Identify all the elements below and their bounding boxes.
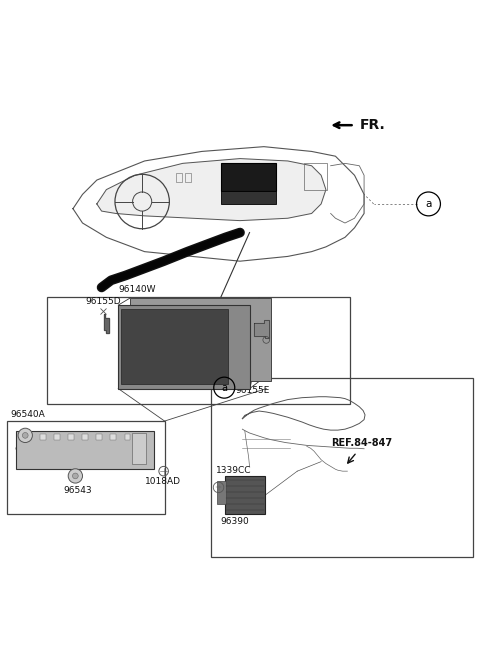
Circle shape — [72, 473, 78, 479]
Bar — [7, 421, 165, 514]
Bar — [221, 163, 276, 191]
Bar — [26, 434, 32, 440]
Bar — [304, 163, 327, 190]
Bar — [217, 481, 226, 504]
Bar — [82, 434, 88, 440]
Circle shape — [68, 469, 83, 483]
Bar — [47, 297, 350, 404]
Text: 96543: 96543 — [63, 485, 92, 495]
Text: REF.84-847: REF.84-847 — [331, 438, 392, 447]
Bar — [54, 434, 60, 440]
Bar — [225, 476, 265, 514]
Bar — [40, 434, 46, 440]
Bar — [132, 433, 146, 464]
Text: 96155E: 96155E — [235, 386, 270, 394]
Bar — [96, 434, 102, 440]
Circle shape — [18, 428, 33, 443]
Text: 96540A: 96540A — [10, 411, 45, 419]
Text: 96390: 96390 — [220, 517, 249, 525]
Text: 1339CC: 1339CC — [216, 466, 252, 475]
Bar — [185, 173, 192, 182]
Polygon shape — [254, 320, 269, 338]
Text: 1018AD: 1018AD — [144, 477, 180, 486]
Circle shape — [23, 432, 28, 438]
Text: a: a — [425, 199, 432, 209]
Bar — [16, 430, 154, 469]
Bar — [120, 309, 228, 384]
Bar — [130, 298, 271, 381]
Bar — [211, 378, 473, 557]
Polygon shape — [104, 314, 109, 333]
Bar — [110, 434, 116, 440]
Text: 96140W: 96140W — [118, 285, 156, 295]
Bar — [176, 173, 182, 182]
Bar — [221, 191, 276, 205]
Text: FR.: FR. — [360, 118, 385, 132]
Text: a: a — [221, 382, 227, 393]
Bar — [68, 434, 74, 440]
Polygon shape — [97, 159, 326, 220]
Bar — [118, 305, 250, 388]
Bar — [124, 434, 130, 440]
Text: 96543: 96543 — [15, 445, 43, 455]
Text: 96155D: 96155D — [85, 297, 120, 306]
